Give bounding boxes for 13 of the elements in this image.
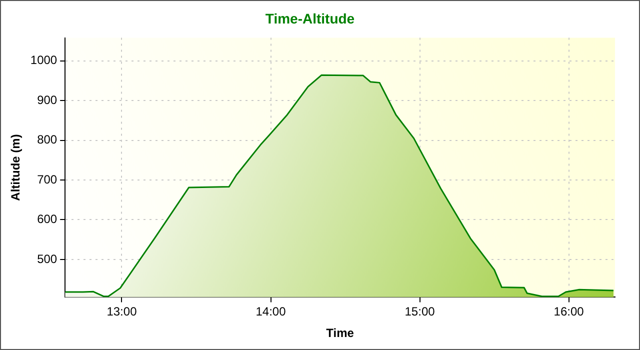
x-tick-label: 14:00 <box>256 304 286 319</box>
x-tick-label: 15:00 <box>404 304 436 319</box>
y-tick-label: 500 <box>37 252 58 266</box>
y-tick-label: 700 <box>37 172 58 186</box>
y-axis-title: Altitude (m) <box>8 134 23 201</box>
y-tick-label: 600 <box>37 212 58 226</box>
chart-title: Time-Altitude <box>265 10 355 26</box>
y-tick-label: 900 <box>37 92 58 107</box>
x-tick-label: 13:00 <box>106 304 138 319</box>
x-axis-title: Time <box>326 326 354 340</box>
y-tick-label: 1000 <box>30 53 58 68</box>
x-tick-label: 16:00 <box>554 304 584 319</box>
y-tick-label: 800 <box>37 132 58 147</box>
